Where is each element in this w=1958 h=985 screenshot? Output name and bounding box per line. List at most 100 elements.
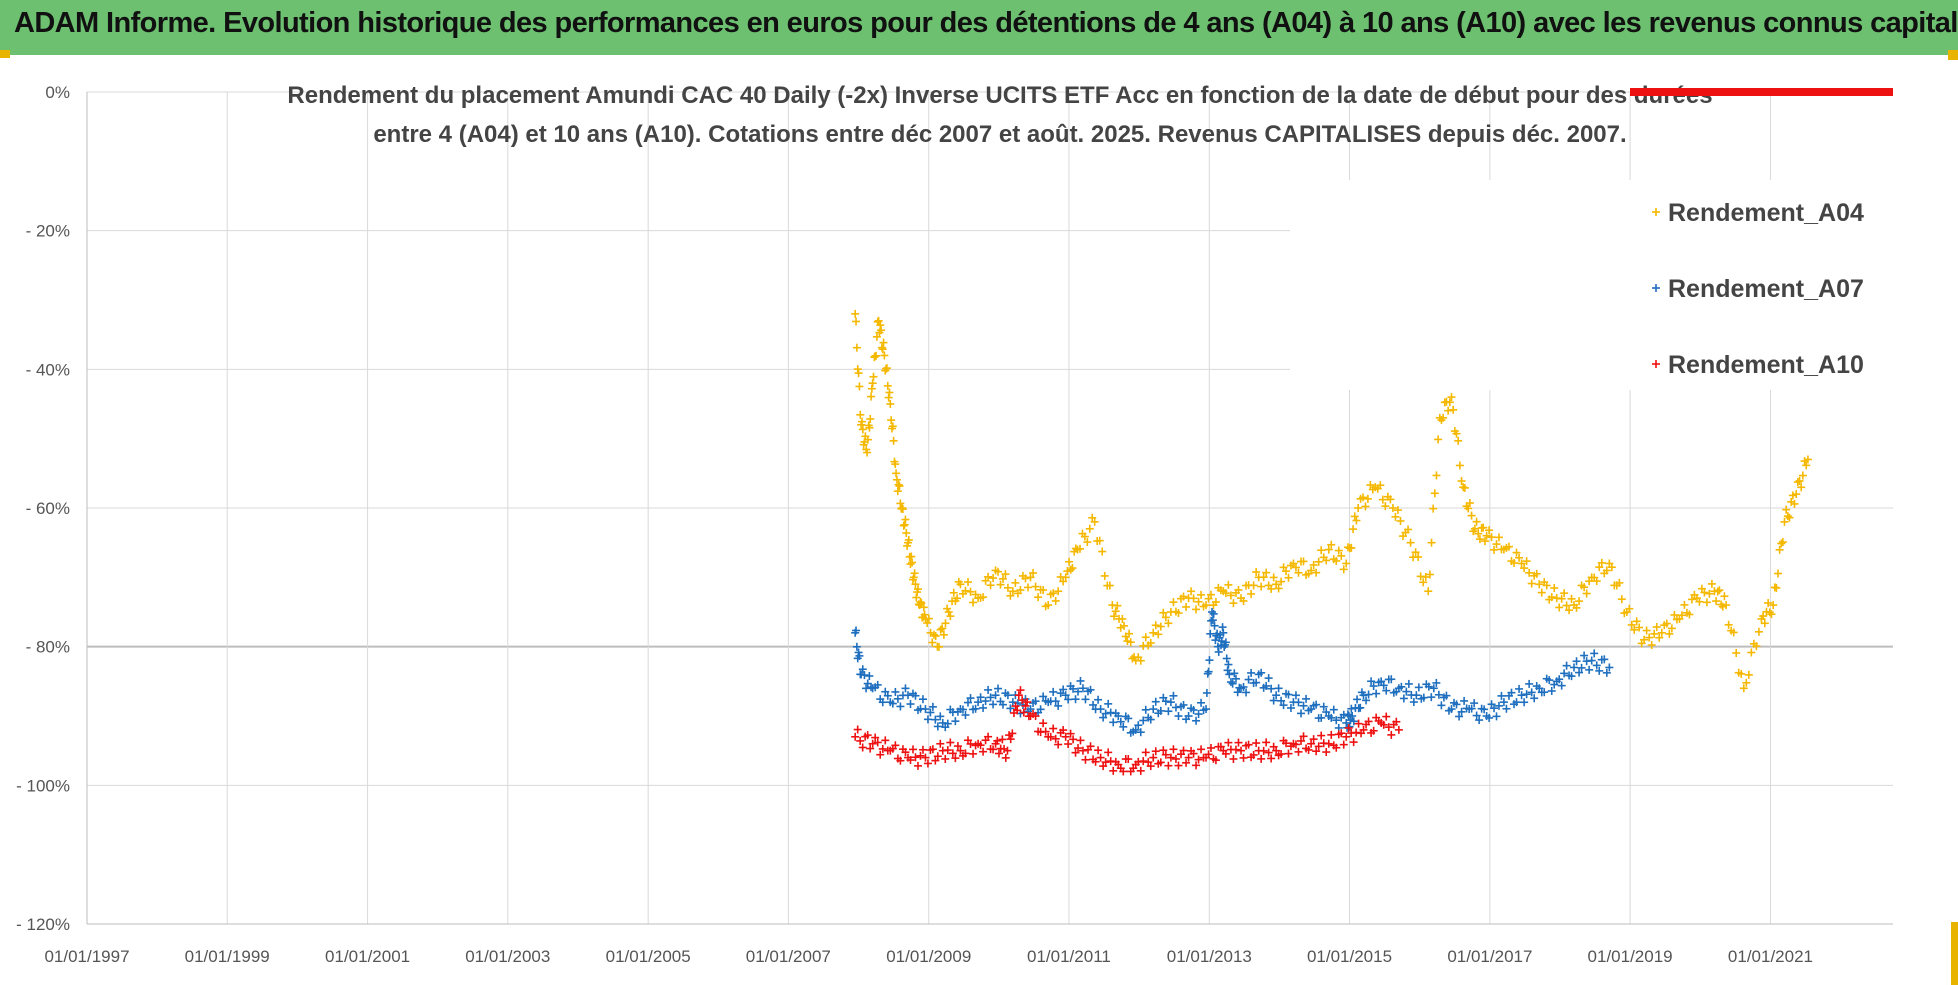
data-point-fill (1555, 675, 1564, 684)
title-banner: ADAM Informe. Evolution historique des p… (0, 0, 1958, 55)
data-point-fill (961, 586, 970, 595)
data-point-fill (1146, 638, 1155, 647)
data-point (1149, 753, 1158, 762)
x-axis-ticks: 01/01/1997 01/01/1999 01/01/2001 01/01/2003… (44, 947, 1813, 966)
data-point-fill (1632, 617, 1641, 626)
data-point-fill (1778, 538, 1787, 547)
data-point-fill (1086, 742, 1095, 751)
data-point-fill (1354, 719, 1363, 728)
data-point-fill (1109, 766, 1118, 775)
data-point (1090, 517, 1099, 526)
data-point-fill (1550, 584, 1559, 593)
data-point-fill (1785, 513, 1794, 522)
data-point-fill (1319, 702, 1328, 711)
data-point-fill (923, 715, 932, 724)
data-point (1535, 684, 1544, 693)
data-point-fill (1455, 712, 1464, 721)
data-point-fill (899, 521, 908, 530)
data-point-fill (1104, 748, 1113, 757)
data-point-fill (979, 593, 988, 602)
data-point-fill (917, 599, 926, 608)
data-point-fill (1210, 621, 1219, 630)
data-point-fill (1317, 713, 1326, 722)
data-point-fill (928, 745, 937, 754)
data-point (1324, 545, 1333, 554)
data-point-fill (1136, 728, 1145, 737)
data-point-fill (1737, 669, 1746, 678)
data-point-fill (858, 425, 867, 434)
data-point-fill (853, 725, 862, 734)
data-point (1769, 601, 1778, 610)
data-point-fill (1480, 537, 1489, 546)
data-point-fill (1557, 681, 1566, 690)
data-point-fill (1021, 701, 1030, 710)
data-point (868, 379, 877, 388)
data-point-fill (1372, 689, 1381, 698)
data-point-fill (984, 732, 993, 741)
data-point-fill (1429, 504, 1438, 513)
data-point-fill (1392, 717, 1401, 726)
data-point-fill (923, 619, 932, 628)
data-point-fill (1034, 593, 1043, 602)
data-point-fill (1249, 581, 1258, 590)
data-point-fill (1527, 579, 1536, 588)
data-point-fill (1430, 489, 1439, 498)
legend-label: Rendement_A10 (1668, 351, 1864, 379)
data-point-fill (1095, 536, 1104, 545)
data-point-fill (895, 482, 904, 491)
data-point (1348, 712, 1357, 720)
data-point-fill (1720, 592, 1729, 601)
data-point-fill (901, 515, 910, 524)
data-point-fill (1139, 716, 1148, 725)
data-point-fill (1100, 571, 1109, 580)
data-point-fill (1707, 579, 1716, 588)
data-point-fill (1039, 692, 1048, 701)
data-point (921, 753, 930, 762)
data-point-fill (1224, 660, 1233, 669)
data-point-fill (1282, 739, 1291, 748)
data-point-fill (1141, 705, 1150, 714)
data-point-fill (914, 585, 923, 594)
data-point-fill (1141, 633, 1150, 642)
data-point (1166, 698, 1175, 707)
data-point (1003, 746, 1012, 755)
x-tick-label: 01/01/2019 (1588, 947, 1673, 966)
data-point-fill (1404, 679, 1413, 688)
data-point-fill (1151, 621, 1160, 630)
data-point-fill (1793, 478, 1802, 487)
data-point-fill (896, 702, 905, 711)
data-point-fill (1134, 721, 1143, 730)
data-point-fill (1595, 563, 1604, 572)
data-point-fill (1279, 701, 1288, 710)
data-point-fill (878, 345, 887, 354)
data-point-fill (1071, 748, 1080, 757)
data-point-fill (1159, 746, 1168, 755)
data-point (903, 691, 912, 700)
data-point (1202, 601, 1211, 610)
data-point-fill (1475, 535, 1484, 544)
data-point-fill (966, 694, 975, 703)
data-point-fill (1197, 590, 1206, 599)
data-point (909, 573, 918, 582)
data-point-fill (1110, 612, 1119, 621)
data-point-fill (953, 742, 962, 751)
data-point-fill (1171, 703, 1180, 712)
data-point-fill (1206, 629, 1215, 638)
data-point-fill (1522, 557, 1531, 566)
data-point-fill (1797, 483, 1806, 492)
data-point (991, 691, 1000, 700)
x-tick-label: 01/01/2013 (1167, 947, 1252, 966)
data-point-fill (906, 700, 915, 709)
data-point-fill (1239, 596, 1248, 605)
data-point-fill (989, 700, 998, 709)
data-point (1429, 684, 1438, 693)
data-point-fill (1080, 532, 1089, 541)
data-point-fill (1006, 591, 1015, 600)
data-point-fill (878, 698, 887, 707)
data-point-fill (1211, 598, 1220, 607)
data-point-fill (1314, 557, 1323, 566)
data-point-fill (1515, 553, 1524, 562)
data-point-fill (876, 321, 885, 330)
data-point-fill (916, 597, 925, 606)
y-tick-label: - 20% (26, 222, 70, 241)
